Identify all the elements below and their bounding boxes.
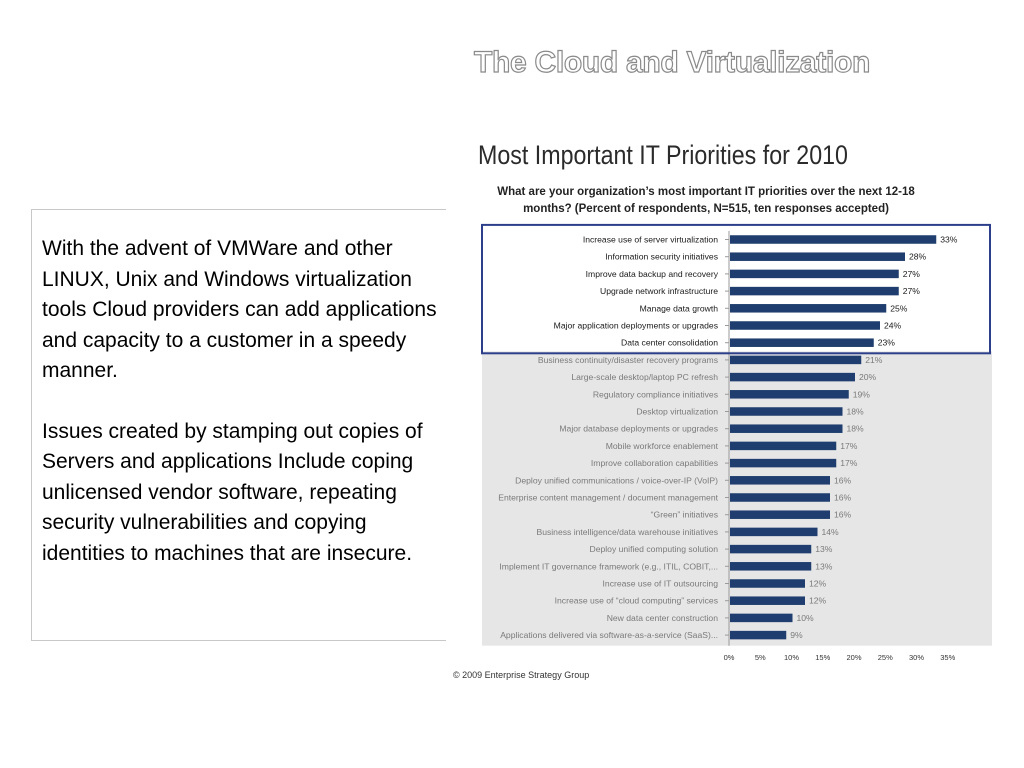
bar-value-label: 16% <box>834 475 852 485</box>
bar <box>730 544 812 554</box>
category-label: Regulatory compliance initiatives <box>593 389 718 399</box>
category-label: Deploy unified communications / voice-ov… <box>515 475 718 485</box>
x-tick-label: 35% <box>940 653 955 662</box>
bar <box>730 579 805 588</box>
chart-title: Most Important IT Priorities for 2010 <box>478 140 848 170</box>
bar-value-label: 13% <box>815 561 833 571</box>
x-tick-label: 15% <box>815 653 830 662</box>
bar-value-label: 23% <box>878 338 896 348</box>
bar-value-label: 33% <box>940 235 958 245</box>
bar <box>730 493 830 502</box>
category-label: Deploy unified computing solution <box>589 544 718 554</box>
x-tick-label: 10% <box>784 653 799 662</box>
bar <box>730 562 812 571</box>
bar-value-label: 10% <box>797 613 815 623</box>
category-label: Implement IT governance framework (e.g.,… <box>499 561 718 571</box>
bar <box>730 441 837 451</box>
paragraph-virtualization: With the advent of VMWare and other LINU… <box>42 237 437 382</box>
bar-value-label: 16% <box>834 510 852 520</box>
category-label: Increase use of “cloud computing” servic… <box>555 596 718 606</box>
chart-subtitle: What are your organization’s most import… <box>497 186 915 215</box>
bar <box>730 304 887 313</box>
category-label: Information security initiatives <box>605 252 718 262</box>
bar-value-label: 24% <box>884 321 902 331</box>
category-label: Business continuity/disaster recovery pr… <box>538 355 718 365</box>
bar-value-label: 27% <box>903 269 921 279</box>
category-label: Improve collaboration capabilities <box>591 458 718 468</box>
bar <box>730 630 787 640</box>
bar-value-label: 14% <box>822 527 840 537</box>
text-box: With the advent of VMWare and other LINU… <box>31 209 446 641</box>
bar-value-label: 9% <box>790 630 803 640</box>
bar-value-label: 16% <box>834 493 852 503</box>
bar <box>730 321 880 330</box>
bar <box>730 286 899 296</box>
bar <box>730 235 937 244</box>
bar-value-label: 13% <box>815 544 833 554</box>
bar <box>730 338 874 347</box>
category-label: Applications delivered via software-as-a… <box>500 630 718 640</box>
category-label: Manage data growth <box>640 303 719 313</box>
bar <box>730 596 805 605</box>
x-tick-label: 20% <box>846 653 861 662</box>
bar-value-label: 27% <box>903 286 921 296</box>
category-label: Desktop virtualization <box>636 407 718 417</box>
category-label: Increase use of server virtualization <box>583 235 718 245</box>
bar <box>730 510 830 519</box>
bar <box>730 407 843 416</box>
bar-value-label: 28% <box>909 252 927 262</box>
category-label: Increase use of IT outsourcing <box>603 579 719 589</box>
bar-value-label: 12% <box>809 596 827 606</box>
category-label: Major database deployments or upgrades <box>559 424 718 434</box>
bar-value-label: 19% <box>853 389 871 399</box>
highlight-box <box>481 223 991 355</box>
bar-value-label: 21% <box>865 355 883 365</box>
bar <box>730 390 849 399</box>
x-tick-label: 25% <box>878 653 893 662</box>
bar <box>730 613 793 623</box>
category-label: Improve data backup and recovery <box>586 269 719 279</box>
x-tick-label: 30% <box>909 653 924 662</box>
bar <box>730 355 862 365</box>
bar <box>730 476 830 485</box>
category-label: “Green” initiatives <box>651 510 718 520</box>
bar-value-label: 17% <box>840 458 858 468</box>
bar-value-label: 25% <box>890 303 908 313</box>
category-label: Upgrade network infrastructure <box>600 286 718 296</box>
category-label: New data center construction <box>607 613 719 623</box>
category-label: Mobile workforce enablement <box>606 441 719 451</box>
copyright-credit: © 2009 Enterprise Strategy Group <box>453 670 590 680</box>
bar <box>730 458 837 468</box>
bar <box>730 527 818 537</box>
bar <box>730 424 843 433</box>
paragraph-issues: Issues created by stamping out copies of… <box>42 419 423 565</box>
bar <box>730 372 855 382</box>
bar-value-label: 18% <box>847 424 865 434</box>
bar-value-label: 18% <box>847 407 865 417</box>
bar <box>730 252 905 261</box>
category-label: Enterprise content management / document… <box>498 493 718 503</box>
bar-value-label: 20% <box>859 372 877 382</box>
bar-value-label: 12% <box>809 579 827 589</box>
category-label: Major application deployments or upgrade… <box>554 321 718 331</box>
slide-title: The Cloud and Virtualization <box>473 45 871 79</box>
x-tick-label: 5% <box>755 653 766 662</box>
bar-value-label: 17% <box>840 441 858 451</box>
x-tick-label: 0% <box>724 653 735 662</box>
category-label: Data center consolidation <box>621 338 718 348</box>
bar <box>730 269 899 279</box>
category-label: Business intelligence/data warehouse ini… <box>536 527 718 537</box>
category-label: Large-scale desktop/laptop PC refresh <box>571 372 718 382</box>
